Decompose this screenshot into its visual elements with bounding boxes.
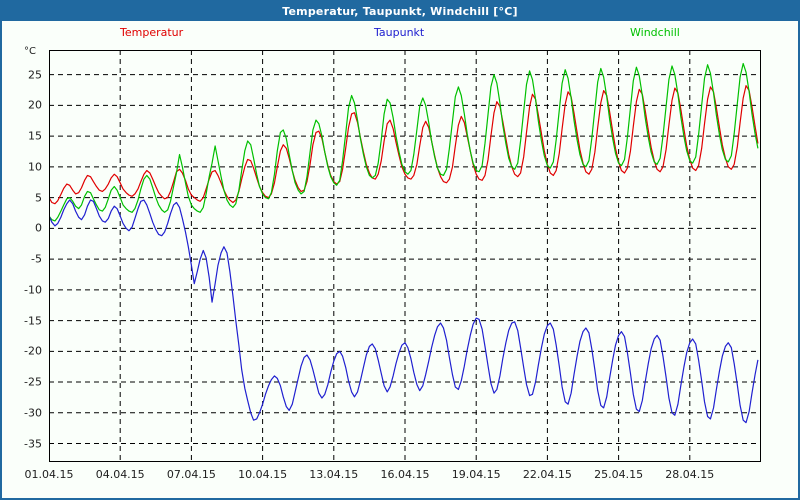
x-axis-tick-label: 10.04.15 bbox=[238, 468, 288, 481]
y-axis-tick-label: -35 bbox=[24, 437, 42, 451]
y-axis-tick-label: -25 bbox=[24, 375, 42, 389]
legend-item-windchill: Windchill bbox=[630, 26, 680, 39]
window-title-bar: Temperatur, Taupunkt, Windchill [°C] bbox=[2, 2, 798, 21]
y-axis-tick-label: -30 bbox=[24, 406, 42, 420]
page-title: Temperatur, Taupunkt, Windchill [°C] bbox=[282, 5, 518, 18]
x-axis-tick-label: 22.04.15 bbox=[522, 468, 572, 481]
y-axis-tick-label: 10 bbox=[28, 160, 42, 174]
chart-canvas bbox=[49, 50, 761, 462]
y-axis-tick-label: -15 bbox=[24, 314, 42, 328]
vertical-gridlines bbox=[119, 50, 691, 462]
y-axis-tick-label: 20 bbox=[28, 98, 42, 112]
x-axis-tick-label: 16.04.15 bbox=[380, 468, 430, 481]
y-axis-tick-labels: 25 20 15 10 5 0 -5 -10 -15 -20 -25 -30 -35 bbox=[2, 50, 47, 462]
x-axis-tick-label: 25.04.15 bbox=[594, 468, 644, 481]
legend-item-taupunkt: Taupunkt bbox=[374, 26, 425, 39]
x-axis-tick-label: 28.04.15 bbox=[665, 468, 715, 481]
x-axis-tick-label: 13.04.15 bbox=[309, 468, 359, 481]
y-axis-tick-label: 0 bbox=[35, 221, 42, 235]
x-axis-tick-labels: 01.04.15 04.04.15 07.04.15 10.04.15 13.04.15… bbox=[2, 468, 798, 488]
x-axis-tick-label: 19.04.15 bbox=[451, 468, 501, 481]
data-series-layer bbox=[49, 62, 759, 424]
series-line-temperatur bbox=[49, 85, 759, 205]
y-axis-tick-label: 15 bbox=[28, 129, 42, 143]
y-axis-tick-label: -5 bbox=[31, 252, 42, 266]
plot-border bbox=[49, 50, 761, 462]
legend-item-temperatur: Temperatur bbox=[120, 26, 184, 39]
plot-area bbox=[49, 50, 761, 462]
x-axis-tick-label: 01.04.15 bbox=[24, 468, 74, 481]
y-axis-tick-label: -10 bbox=[24, 283, 42, 297]
y-axis-tick-label: -20 bbox=[24, 344, 42, 358]
series-line-taupunkt bbox=[49, 199, 759, 424]
y-axis-tick-label: 25 bbox=[28, 68, 42, 82]
y-axis-tick-label: 5 bbox=[35, 191, 42, 205]
y-axis-unit-label: °C bbox=[24, 46, 36, 57]
chart-legend: Temperatur Taupunkt Windchill bbox=[2, 26, 798, 42]
x-axis-tick-label: 07.04.15 bbox=[166, 468, 216, 481]
series-line-windchill bbox=[49, 62, 759, 222]
x-axis-tick-label: 04.04.15 bbox=[95, 468, 145, 481]
